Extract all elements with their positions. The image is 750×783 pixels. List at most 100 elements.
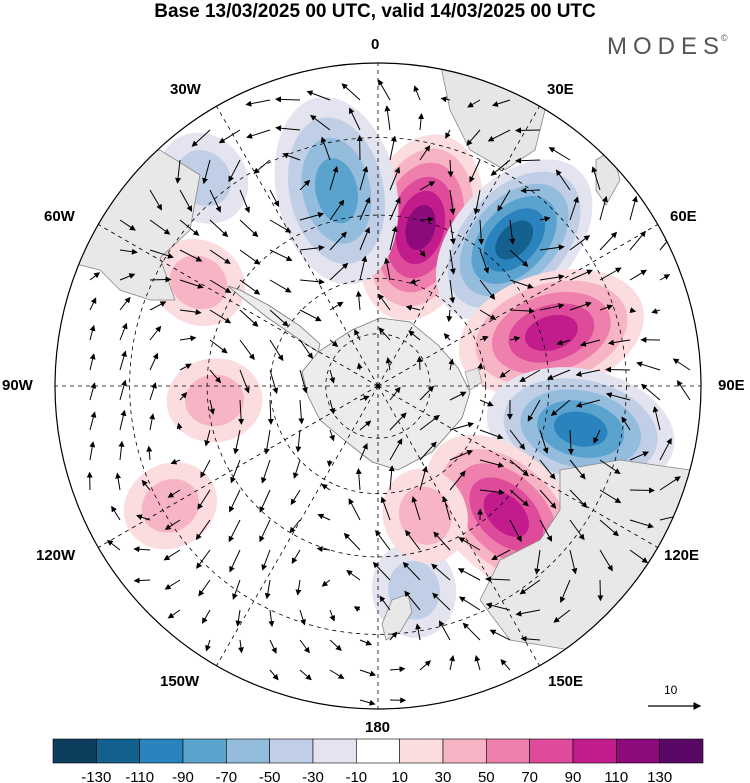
- wind-vector: [202, 159, 211, 185]
- wind-vector: [299, 278, 325, 285]
- colorbar-tick-label: 130: [647, 769, 672, 783]
- wind-vector: [419, 414, 440, 431]
- wind-vector: [509, 459, 529, 477]
- wind-vector: [269, 249, 293, 261]
- wind-vector: [329, 429, 335, 442]
- colorbar-swatch: [399, 738, 444, 764]
- wind-vector: [149, 382, 157, 401]
- wind-vector: [239, 189, 250, 214]
- wind-vector: [359, 442, 368, 461]
- wind-vector: [478, 219, 485, 245]
- wind-vector: [167, 609, 181, 619]
- wind-vector: [269, 279, 292, 293]
- wind-vector: [269, 309, 289, 327]
- wind-vector: [629, 549, 649, 564]
- wind-vector: [239, 309, 259, 327]
- wind-vector: [636, 361, 661, 371]
- wind-vector: [295, 579, 302, 596]
- wind-vector: [179, 309, 202, 316]
- wind-vector: [204, 429, 211, 447]
- wind-vector: [299, 244, 325, 251]
- wind-vector: [479, 249, 490, 274]
- colorbar: -130 -110 -90 -70 -50 -30 -10 10 30 50 70 90 110 130: [52, 738, 704, 783]
- wind-vector: [539, 489, 557, 509]
- colorbar-tick-label: -130: [81, 769, 111, 783]
- wind-vector: [353, 606, 361, 612]
- wind-vector: [467, 99, 481, 108]
- wind-vector: [384, 105, 391, 131]
- wind-vector: [179, 219, 200, 236]
- wind-vector: [534, 549, 541, 575]
- wind-vector: [329, 399, 336, 415]
- colorbar-tick-label: 70: [521, 769, 538, 783]
- wind-vector: [359, 255, 368, 281]
- wind-vector: [149, 249, 174, 259]
- wind-vector: [432, 592, 451, 611]
- meridian-line: [377, 385, 540, 666]
- wind-vector: [329, 639, 342, 651]
- colorbar-swatch: [616, 738, 660, 764]
- wind-vector: [519, 579, 541, 595]
- wind-vector: [569, 269, 593, 281]
- wind-vector: [539, 216, 551, 222]
- wind-vector: [500, 659, 511, 671]
- wind-vector: [263, 429, 271, 455]
- colorbar-tick-label: -110: [125, 769, 154, 783]
- wind-vector: [479, 335, 489, 342]
- colorbar-swatch: [312, 738, 357, 764]
- wind-vector: [433, 531, 451, 551]
- wind-vector: [385, 357, 392, 371]
- wind-vector: [200, 459, 211, 479]
- meridian-label-60w: 60W: [44, 208, 75, 225]
- wind-vector: [299, 339, 313, 360]
- meridian-label-150w: 150W: [160, 673, 200, 690]
- wind-vector: [378, 327, 391, 341]
- wind-vector: [317, 513, 331, 521]
- wind-vector: [299, 639, 310, 654]
- wind-vector: [321, 483, 331, 491]
- wind-vector: [291, 549, 301, 564]
- wind-vector: [569, 301, 592, 311]
- wind-vector: [509, 307, 535, 314]
- wind-vector: [607, 339, 631, 346]
- wind-vector: [629, 307, 637, 313]
- wind-vector: [449, 249, 456, 275]
- wind-vector: [218, 129, 241, 144]
- colorbar-tick-label: 10: [391, 769, 408, 783]
- wind-vector: [419, 181, 436, 191]
- wind-vector: [275, 96, 301, 103]
- wind-vector: [282, 152, 301, 161]
- wind-vector: [489, 629, 511, 641]
- wind-vector: [269, 339, 284, 362]
- wind-vector: [553, 609, 571, 623]
- wind-vector: [569, 235, 591, 251]
- anomaly-center: [151, 238, 246, 326]
- wind-vector: [149, 352, 159, 371]
- wind-vector: [329, 231, 347, 251]
- antarctica-landmass: [301, 317, 471, 471]
- wind-vector: [329, 262, 349, 281]
- wind-vector: [228, 159, 241, 183]
- wind-vector: [449, 470, 466, 491]
- wind-vector: [295, 429, 302, 453]
- wind-vector: [659, 437, 672, 461]
- colorbar-tick-label: 110: [604, 769, 628, 783]
- wind-vector: [458, 596, 481, 611]
- wind-vector: [474, 655, 481, 671]
- wind-vector: [449, 219, 456, 245]
- wind-vector: [509, 429, 526, 450]
- wind-vector: [246, 129, 271, 139]
- wind-vector: [413, 85, 421, 101]
- wind-vector: [651, 308, 661, 314]
- wind-vector: [419, 441, 437, 461]
- wind-vector: [548, 147, 571, 161]
- wind-vector: [146, 445, 153, 461]
- wind-vector: [550, 399, 571, 417]
- wind-vector: [230, 459, 241, 484]
- wind-vector: [359, 165, 369, 191]
- wind-vector: [269, 219, 292, 233]
- wind-vector: [329, 339, 339, 347]
- wind-vector: [575, 369, 601, 377]
- wind-vector: [539, 244, 565, 251]
- wind-vector: [239, 219, 259, 238]
